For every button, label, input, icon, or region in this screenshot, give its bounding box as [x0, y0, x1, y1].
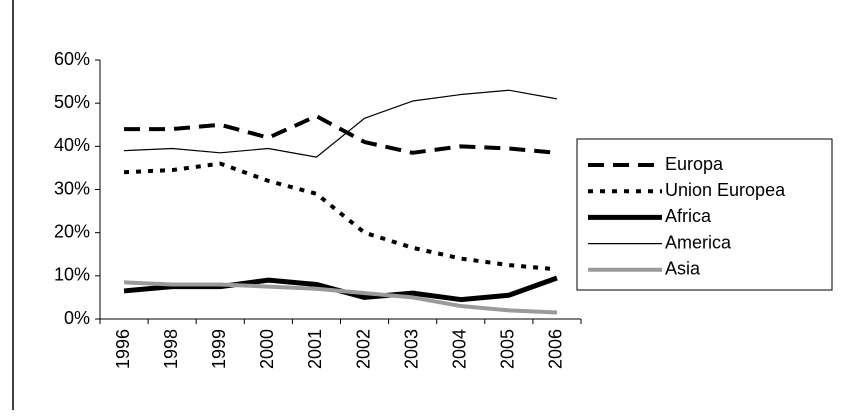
series-line — [124, 114, 558, 155]
y-tick-label: 40% — [54, 135, 90, 155]
x-tick-label: 2003 — [401, 329, 421, 369]
x-tick-label: 1998 — [161, 329, 181, 369]
x-tick-label: 1999 — [209, 329, 229, 369]
y-tick-label: 30% — [54, 178, 90, 198]
x-tick-label: 2005 — [498, 329, 518, 369]
legend-label: Asia — [665, 259, 701, 279]
legend-label: America — [665, 232, 732, 252]
x-tick-label: 1996 — [113, 329, 133, 369]
y-tick-label: 10% — [54, 265, 90, 285]
legend-label: Europa — [665, 154, 724, 174]
legend-label: Africa — [665, 206, 712, 226]
x-tick-label: 2002 — [353, 329, 373, 369]
series-line — [124, 89, 558, 158]
legend-label: Union Europea — [665, 180, 786, 200]
x-tick-label: 2006 — [546, 329, 566, 369]
series-line — [123, 280, 558, 315]
x-tick-label: 2004 — [450, 329, 470, 369]
y-tick-label: 50% — [54, 92, 90, 112]
x-tick-label: 2001 — [305, 329, 325, 369]
series-line — [123, 161, 558, 272]
y-tick-label: 60% — [54, 49, 90, 69]
series-line — [123, 275, 558, 303]
y-tick-label: 20% — [54, 221, 90, 241]
y-tick-label: 0% — [64, 308, 90, 328]
x-tick-label: 2000 — [257, 329, 277, 369]
